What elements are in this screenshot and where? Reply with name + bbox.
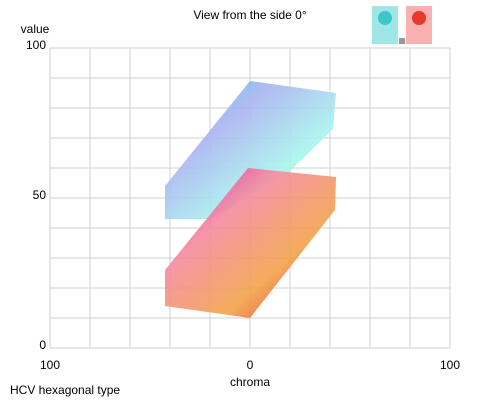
y-tick-label: 50 bbox=[33, 188, 47, 202]
icon-sep bbox=[399, 38, 405, 44]
x-tick-label: 0 bbox=[247, 358, 254, 372]
color-cloud bbox=[165, 168, 336, 318]
x-axis-label: chroma bbox=[230, 375, 270, 389]
chart-title: View from the side 0° bbox=[193, 8, 306, 22]
icon-head bbox=[378, 11, 392, 25]
y-axis-label: value bbox=[21, 22, 50, 36]
icon-head bbox=[412, 11, 426, 25]
y-tick-label: 100 bbox=[26, 38, 46, 52]
x-tick-label: 100 bbox=[40, 358, 60, 372]
icons bbox=[372, 6, 432, 44]
y-tick-label: 0 bbox=[39, 338, 46, 352]
caption: HCV hexagonal type bbox=[10, 383, 120, 397]
color-cloud bbox=[165, 81, 336, 219]
x-tick-label: 100 bbox=[440, 358, 460, 372]
